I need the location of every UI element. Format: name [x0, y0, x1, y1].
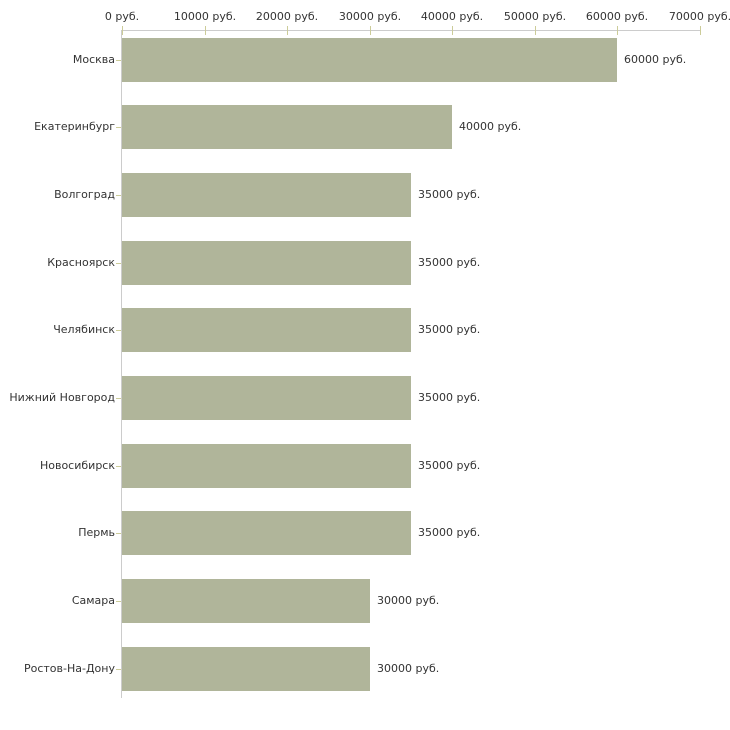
category-tick: [116, 263, 121, 264]
y-axis-line: [121, 30, 122, 698]
x-axis-tick: [287, 26, 288, 35]
x-axis-tick-label: 60000 руб.: [585, 10, 649, 23]
value-label: 35000 руб.: [418, 526, 481, 539]
x-axis-tick: [122, 26, 123, 35]
bar-1: [122, 38, 617, 82]
value-label: 30000 руб.: [377, 594, 440, 607]
category-tick: [116, 195, 121, 196]
value-label: 30000 руб.: [377, 662, 440, 675]
x-axis-tick-label: 0 руб.: [104, 10, 140, 23]
x-axis-tick: [370, 26, 371, 35]
category-label: Нижний Новгород: [9, 391, 115, 404]
bar-8: [122, 511, 411, 555]
x-axis-tick-label: 70000 руб.: [668, 10, 730, 23]
x-axis-tick: [452, 26, 453, 35]
x-axis-tick: [535, 26, 536, 35]
x-axis-tick: [700, 26, 701, 35]
bar-4: [122, 241, 411, 285]
x-axis-tick: [617, 26, 618, 35]
category-tick: [116, 669, 121, 670]
bar-7: [122, 444, 411, 488]
category-label: Самара: [71, 594, 115, 607]
value-label: 35000 руб.: [418, 459, 481, 472]
value-label: 35000 руб.: [418, 323, 481, 336]
x-axis-tick-label: 20000 руб.: [255, 10, 319, 23]
value-label: 35000 руб.: [418, 256, 481, 269]
bar-9: [122, 579, 370, 623]
category-tick: [116, 466, 121, 467]
category-label: Пермь: [78, 526, 115, 539]
category-tick: [116, 60, 121, 61]
category-label: Москва: [72, 53, 115, 66]
category-label: Красноярск: [47, 256, 115, 269]
bar-2: [122, 105, 452, 149]
bar-3: [122, 173, 411, 217]
value-label: 60000 руб.: [624, 53, 687, 66]
x-axis-line: [122, 30, 701, 31]
category-tick: [116, 330, 121, 331]
category-tick: [116, 533, 121, 534]
bar-6: [122, 376, 411, 420]
x-axis-tick-label: 40000 руб.: [420, 10, 484, 23]
x-axis-tick: [205, 26, 206, 35]
category-label: Новосибирск: [39, 459, 115, 472]
category-tick: [116, 127, 121, 128]
category-label: Ростов-На-Дону: [23, 662, 115, 675]
category-label: Челябинск: [53, 323, 115, 336]
x-axis-tick-label: 30000 руб.: [338, 10, 402, 23]
x-axis-tick-label: 10000 руб.: [173, 10, 237, 23]
value-label: 35000 руб.: [418, 391, 481, 404]
category-tick: [116, 398, 121, 399]
category-label: Волгоград: [54, 188, 115, 201]
bar-10: [122, 647, 370, 691]
value-label: 40000 руб.: [459, 120, 522, 133]
category-tick: [116, 601, 121, 602]
category-label: Екатеринбург: [34, 120, 115, 133]
x-axis-tick-label: 50000 руб.: [503, 10, 567, 23]
value-label: 35000 руб.: [418, 188, 481, 201]
bar-5: [122, 308, 411, 352]
